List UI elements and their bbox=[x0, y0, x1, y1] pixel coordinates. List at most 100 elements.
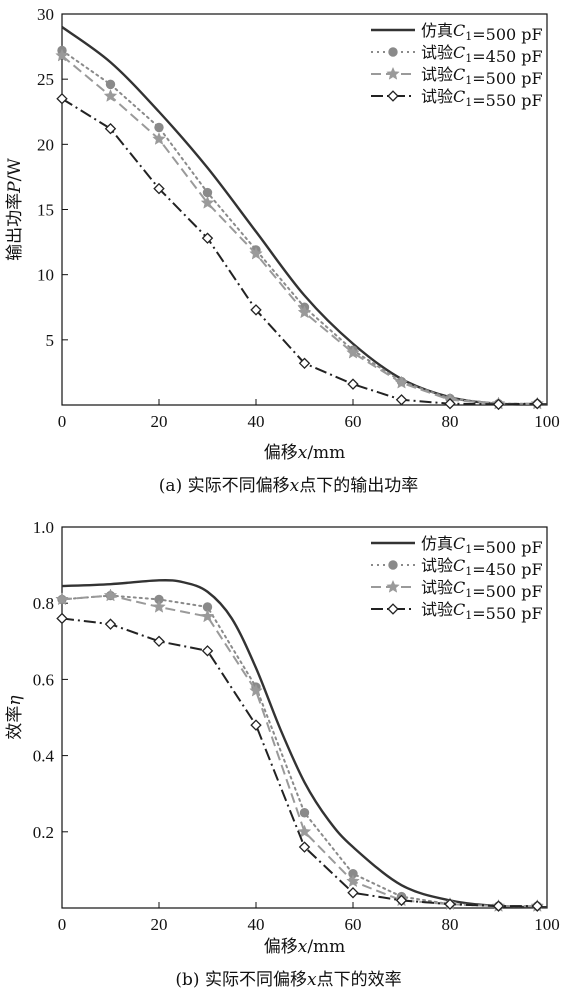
y-tick-label: 20 bbox=[37, 135, 54, 154]
legend-label: 试验C1=550 pF bbox=[421, 87, 543, 110]
x-tick-label: 80 bbox=[442, 412, 459, 431]
x-tick-label: 60 bbox=[345, 915, 362, 934]
data-point bbox=[347, 378, 359, 390]
y-tick-label: 0.2 bbox=[33, 823, 54, 842]
series-line bbox=[61, 617, 538, 908]
data-point bbox=[55, 48, 69, 62]
x-tick-label: 40 bbox=[248, 412, 265, 431]
legend-label: 仿真C1=500 pF bbox=[421, 21, 543, 44]
data-point bbox=[103, 588, 118, 602]
data-point bbox=[346, 874, 360, 888]
x-tick-label: 60 bbox=[345, 412, 362, 431]
legend-label: 试验C1=450 pF bbox=[421, 43, 543, 66]
data-point bbox=[55, 592, 69, 606]
data-point bbox=[298, 357, 311, 370]
x-tick-label: 40 bbox=[248, 915, 265, 934]
x-tick-label: 80 bbox=[442, 915, 459, 934]
series-0 bbox=[61, 579, 548, 909]
data-point bbox=[250, 719, 262, 731]
legend-marker bbox=[388, 47, 398, 57]
y-tick-label: 30 bbox=[37, 5, 54, 24]
data-point bbox=[347, 887, 359, 899]
data-point bbox=[394, 375, 409, 389]
y-tick-label: 1.0 bbox=[33, 518, 54, 537]
data-point bbox=[201, 232, 214, 244]
legend-marker bbox=[386, 66, 400, 80]
x-axis-label: 偏移x/mm bbox=[264, 937, 346, 957]
data-point bbox=[104, 618, 117, 630]
data-point bbox=[395, 894, 408, 907]
data-point bbox=[298, 841, 311, 853]
x-tick-label: 100 bbox=[534, 915, 560, 934]
data-point bbox=[297, 305, 312, 319]
data-point bbox=[56, 612, 68, 625]
y-tick-label: 15 bbox=[37, 201, 54, 220]
data-point bbox=[297, 824, 312, 838]
data-point bbox=[153, 635, 165, 648]
data-point bbox=[56, 92, 68, 105]
series-3 bbox=[56, 612, 544, 912]
data-point bbox=[492, 398, 505, 411]
x-axis-label: 偏移x/mm bbox=[264, 443, 346, 463]
data-point bbox=[200, 195, 215, 209]
series-0 bbox=[61, 26, 548, 406]
data-point bbox=[201, 645, 214, 657]
series-line bbox=[61, 26, 548, 406]
y-tick-label: 10 bbox=[37, 266, 54, 285]
x-tick-label: 20 bbox=[151, 412, 168, 431]
figure-caption: (a) 实际不同偏移x点下的输出功率 bbox=[159, 476, 418, 496]
legend-marker bbox=[387, 603, 399, 615]
series-3 bbox=[56, 92, 544, 411]
series-line bbox=[61, 579, 548, 909]
data-point bbox=[152, 131, 166, 145]
data-point bbox=[200, 609, 215, 623]
data-point bbox=[152, 599, 166, 613]
data-point bbox=[153, 182, 165, 195]
data-point bbox=[531, 900, 544, 912]
y-axis-label: 效率η bbox=[5, 695, 25, 740]
series-line bbox=[61, 97, 538, 406]
series-line bbox=[61, 594, 539, 908]
chart-panel-b: 0 20 40 60 80 100 0.2 0.4 0.6 0.8 1.0 偏移x/mm 效率η 仿真C1… bbox=[5, 518, 560, 990]
legend-label: 试验C1=550 pF bbox=[421, 600, 543, 623]
legend-label: 仿真C1=500 pF bbox=[421, 534, 543, 557]
y-tick-label: 25 bbox=[37, 70, 54, 89]
data-point bbox=[444, 898, 456, 910]
legend-marker bbox=[387, 90, 399, 102]
series-2 bbox=[55, 588, 545, 912]
data-point bbox=[249, 246, 263, 260]
x-tick-label: 20 bbox=[151, 915, 168, 934]
data-point bbox=[395, 394, 408, 406]
plot-frame bbox=[61, 526, 548, 909]
legend-label: 试验C1=450 pF bbox=[421, 556, 543, 579]
legend-marker bbox=[386, 579, 400, 593]
data-point bbox=[346, 345, 360, 359]
x-tick-label: 0 bbox=[58, 412, 67, 431]
figure-caption: (b) 实际不同偏移x点下的效率 bbox=[175, 970, 401, 990]
data-point bbox=[444, 397, 456, 410]
data-point bbox=[104, 122, 117, 135]
legend-label: 试验C1=500 pF bbox=[421, 578, 543, 601]
y-tick-label: 0.6 bbox=[33, 670, 54, 689]
x-tick-label: 100 bbox=[534, 412, 560, 431]
data-point bbox=[531, 397, 544, 410]
data-point bbox=[249, 683, 263, 697]
data-point bbox=[103, 88, 118, 102]
data-point bbox=[250, 304, 262, 316]
legend-label: 试验C1=500 pF bbox=[421, 65, 543, 88]
y-tick-label: 5 bbox=[46, 331, 55, 350]
data-point bbox=[202, 187, 213, 198]
data-point bbox=[105, 79, 116, 90]
chart-panel-a: 0 20 40 60 80 100 5 10 15 20 25 30 偏移x/mm 输出功率P/W 仿真C1… bbox=[5, 5, 560, 496]
y-axis-label: 输出功率P/W bbox=[5, 158, 25, 261]
data-point bbox=[299, 808, 310, 818]
y-tick-label: 0.4 bbox=[33, 747, 55, 766]
data-point bbox=[492, 900, 505, 912]
x-tick-label: 0 bbox=[58, 915, 67, 934]
series-1 bbox=[57, 590, 542, 911]
y-tick-label: 0.8 bbox=[33, 594, 54, 613]
series-line bbox=[61, 594, 538, 908]
